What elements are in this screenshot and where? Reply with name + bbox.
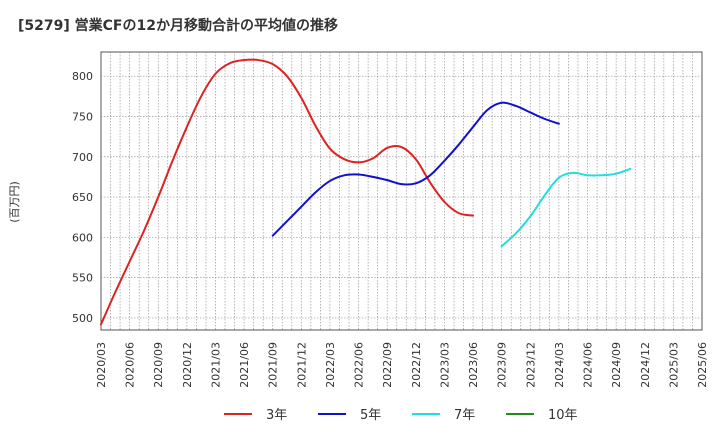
legend-label: 10年 <box>548 408 578 423</box>
y-tick-label: 700 <box>72 151 93 164</box>
y-axis-label: (百万円) <box>8 181 21 223</box>
legend: 3年 5年 7年 10年 <box>224 408 578 423</box>
legend-label: 7年 <box>454 408 475 423</box>
x-tick-label: 2024/12 <box>639 342 652 388</box>
legend-label: 5年 <box>360 408 381 423</box>
x-tick-label: 2022/09 <box>381 342 394 388</box>
y-tick-label: 750 <box>72 110 93 123</box>
y-tick-label: 600 <box>72 231 93 244</box>
x-axis-ticks: 2020/03 2020/06 2020/09 2020/12 2021/03 2021/… <box>95 342 709 388</box>
x-tick-label: 2025/03 <box>667 342 680 388</box>
x-tick-label: 2022/03 <box>324 342 337 388</box>
x-tick-label: 2022/06 <box>353 342 366 388</box>
y-tick-label: 500 <box>72 312 93 325</box>
y-axis-ticks: 500 550 600 650 700 750 800 <box>72 70 93 325</box>
x-tick-label: 2023/09 <box>496 342 509 388</box>
x-tick-label: 2020/06 <box>124 342 137 388</box>
y-tick-label: 550 <box>72 272 93 285</box>
x-tick-label: 2022/12 <box>410 342 423 388</box>
plot-frame <box>100 51 703 331</box>
plot-area <box>100 51 703 331</box>
x-tick-label: 2024/06 <box>582 342 595 388</box>
series-line-1 <box>100 58 475 326</box>
x-tick-label: 2024/09 <box>610 342 623 388</box>
y-tick-label: 800 <box>72 70 93 83</box>
grid-lines <box>101 52 702 330</box>
series-line-3 <box>500 167 632 248</box>
x-tick-label: 2021/12 <box>295 342 308 388</box>
chart-title: [5279] 営業CFの12か月移動合計の平均値の推移 <box>18 17 338 34</box>
x-tick-label: 2020/03 <box>95 342 108 388</box>
x-tick-label: 2024/03 <box>553 342 566 388</box>
legend-label: 3年 <box>266 408 287 423</box>
x-tick-label: 2025/06 <box>696 342 709 388</box>
x-tick-label: 2023/12 <box>524 342 537 388</box>
x-tick-label: 2021/06 <box>238 342 251 388</box>
x-tick-label: 2023/03 <box>438 342 451 388</box>
x-tick-label: 2021/03 <box>209 342 222 388</box>
x-tick-label: 2021/09 <box>267 342 280 388</box>
y-tick-label: 650 <box>72 191 93 204</box>
x-tick-label: 2023/06 <box>467 342 480 388</box>
x-tick-label: 2020/12 <box>181 342 194 388</box>
series-group <box>100 58 632 326</box>
series-line-2 <box>271 101 560 237</box>
x-tick-label: 2020/09 <box>152 342 165 388</box>
